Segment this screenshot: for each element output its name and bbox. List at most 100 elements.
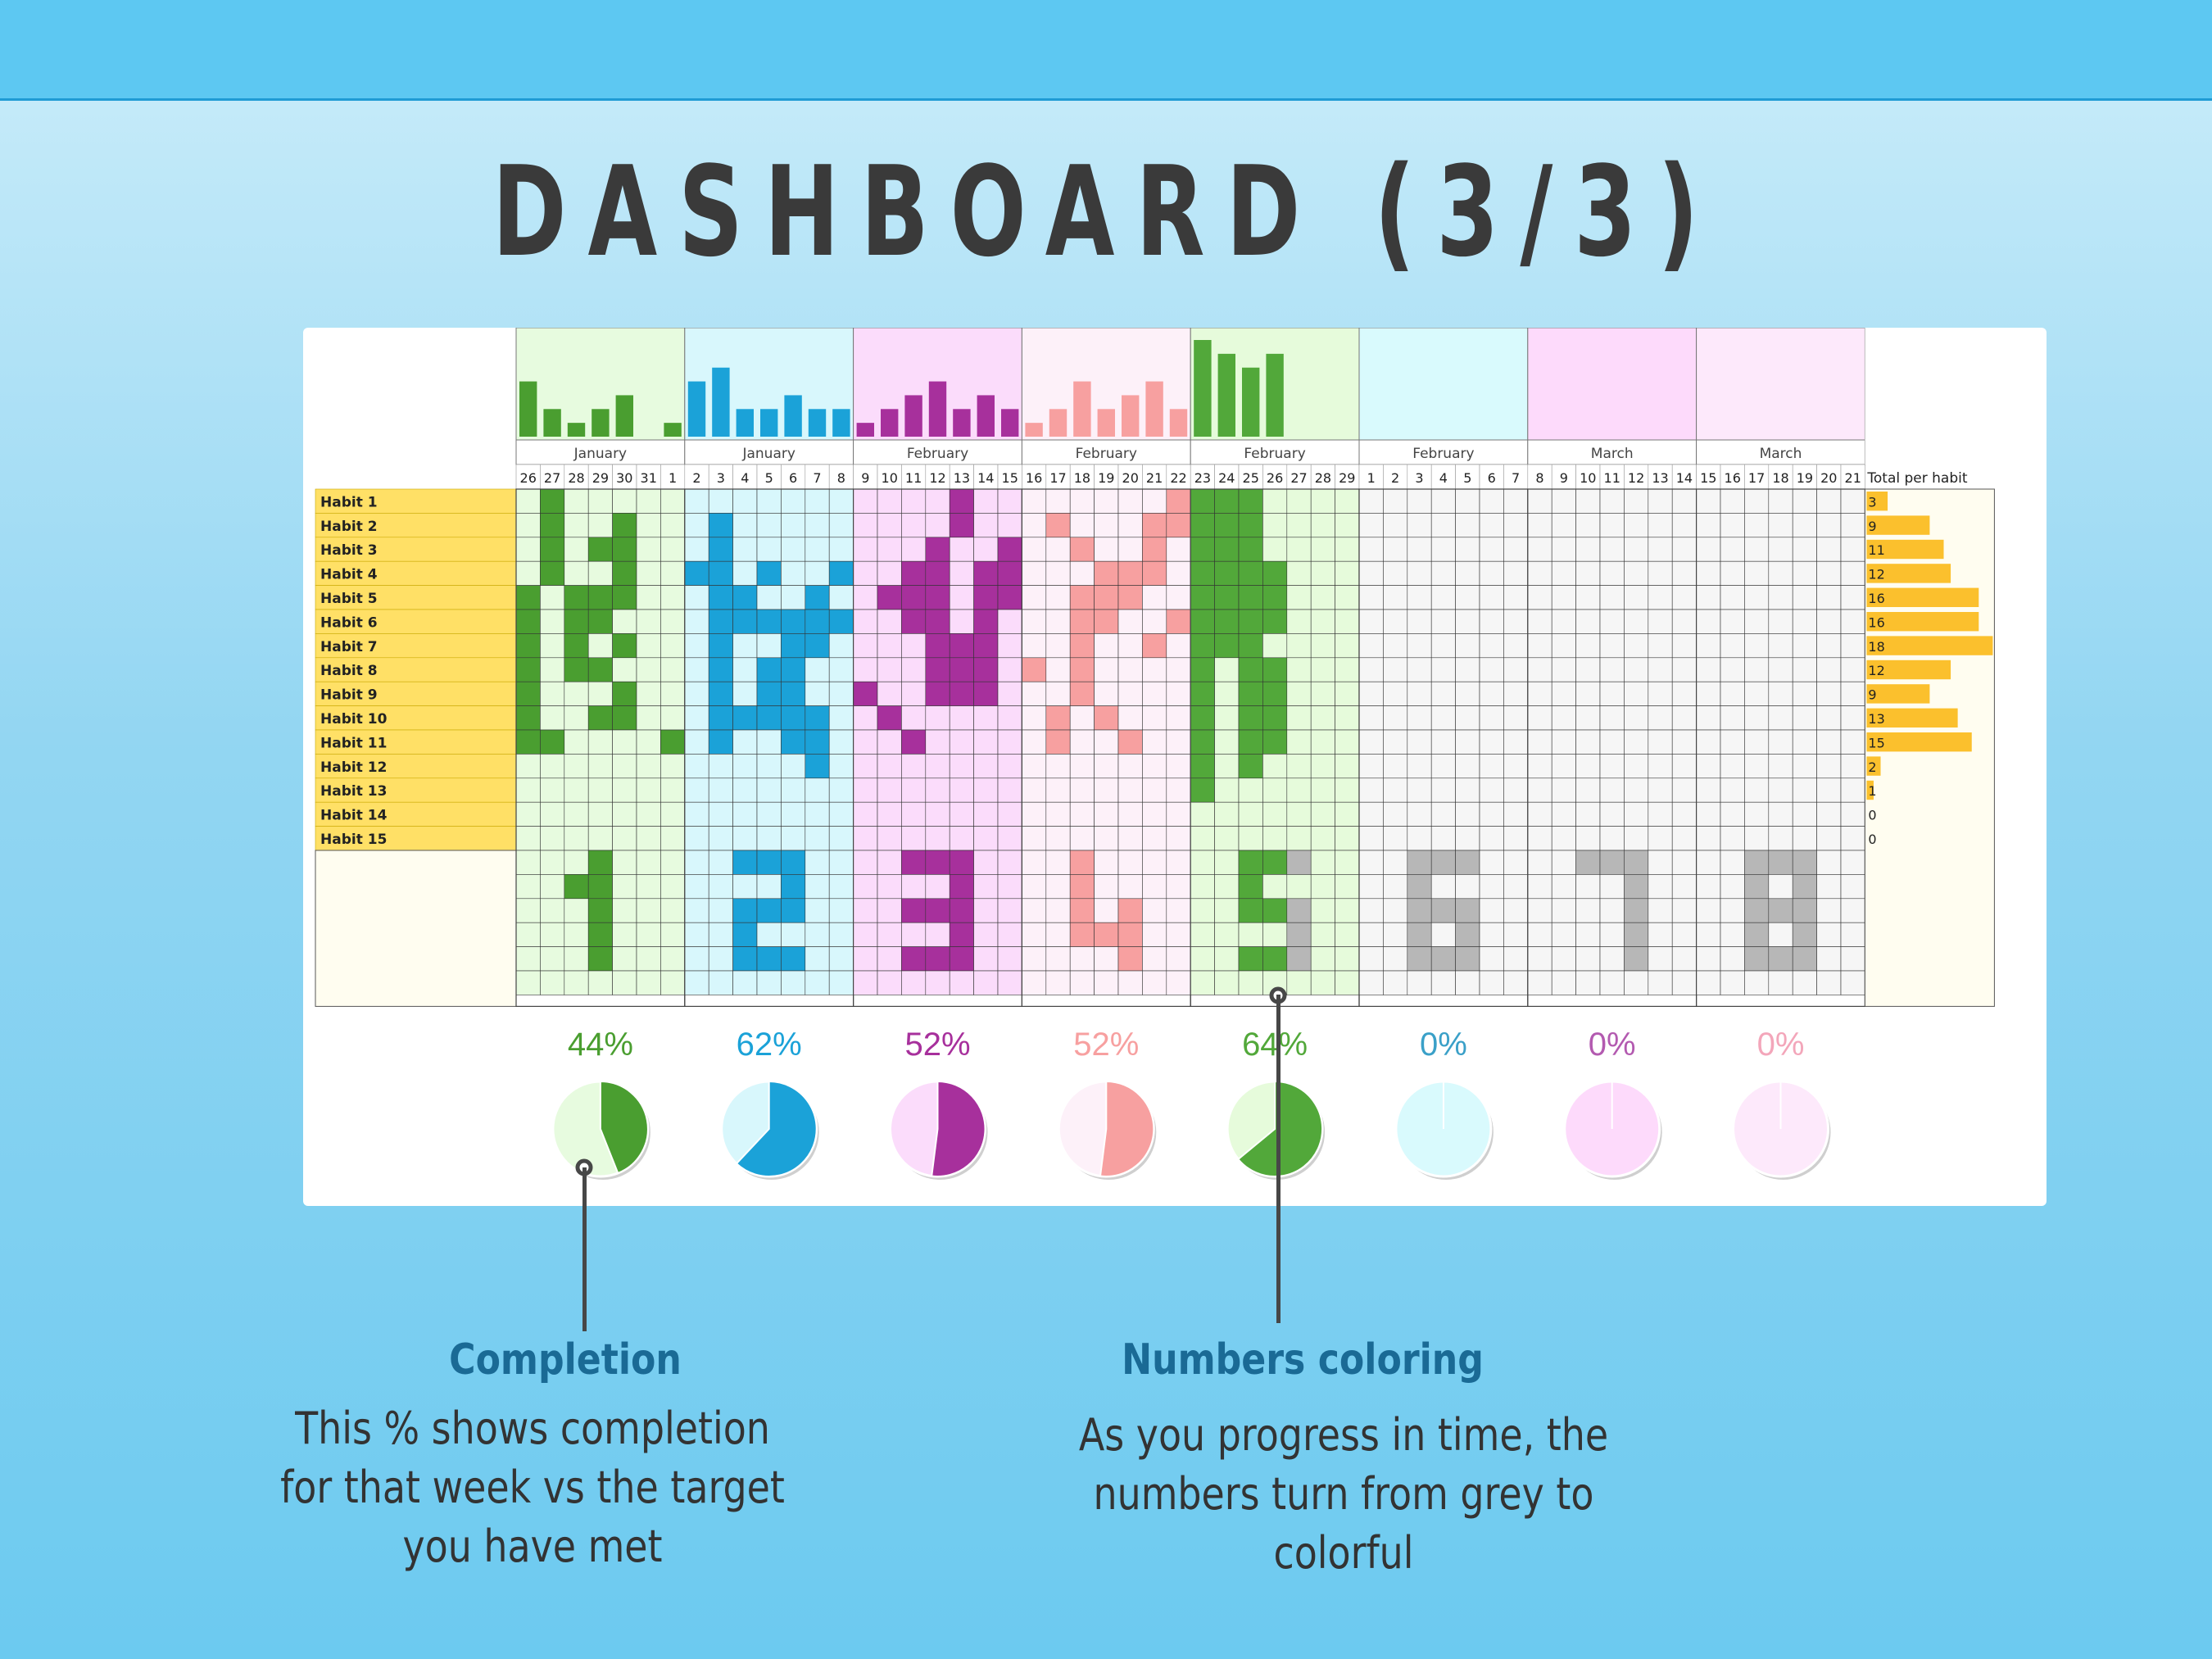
habit-day-cell <box>708 801 733 827</box>
habit-day-cell <box>949 681 974 706</box>
habit-day-cell <box>1286 585 1312 610</box>
number-cell <box>1094 946 1119 972</box>
habit-day-cell <box>1840 513 1865 538</box>
habit-day-cell <box>1045 777 1071 803</box>
number-cell <box>1551 850 1576 875</box>
habit-day-cell <box>1022 801 1047 827</box>
habit-day-cell <box>587 488 613 514</box>
habit-day-cell <box>949 754 974 779</box>
habit-day-cell <box>660 777 686 803</box>
number-cell <box>1648 946 1673 972</box>
habit-day-cell <box>1045 633 1071 659</box>
day-header-cell <box>1335 464 1360 490</box>
habit-day-cell <box>587 560 613 586</box>
habit-day-cell <box>1720 754 1745 779</box>
habit-day-cell <box>732 826 758 851</box>
number-cell <box>853 874 878 900</box>
habit-day-cell <box>1720 633 1745 659</box>
habit-day-cell <box>1190 777 1215 803</box>
habit-day-cell <box>781 777 806 803</box>
habit-day-cell <box>1720 585 1745 610</box>
habit-day-cell <box>1190 513 1215 538</box>
number-cell <box>1022 874 1047 900</box>
habit-label: Habit 3 <box>320 542 378 559</box>
number-cell <box>925 898 950 923</box>
sparkline-bar <box>543 409 561 437</box>
month-label: March <box>1591 446 1634 462</box>
number-cell <box>997 898 1022 923</box>
number-cell <box>1117 946 1143 972</box>
habit-day-cell <box>587 657 613 682</box>
habit-day-cell <box>1238 681 1263 706</box>
habit-day-cell <box>636 801 661 827</box>
numbers-callout-line <box>1276 995 1281 1323</box>
day-label: 5 <box>1463 470 1471 486</box>
number-cell <box>949 922 974 947</box>
habit-day-cell <box>1575 705 1601 731</box>
number-cell <box>660 970 686 995</box>
number-cell <box>805 970 830 995</box>
habit-day-cell <box>1190 585 1215 610</box>
habit-day-cell <box>564 705 589 731</box>
habit-day-cell <box>901 657 927 682</box>
habit-day-cell <box>732 609 758 634</box>
habit-day-cell <box>1214 826 1240 851</box>
habit-day-cell <box>1335 513 1360 538</box>
day-label: 21 <box>1146 470 1163 486</box>
habit-day-cell <box>1575 585 1601 610</box>
day-label: 25 <box>1243 470 1259 486</box>
habit-day-cell <box>1430 657 1456 682</box>
number-cell <box>1768 922 1793 947</box>
habit-day-cell <box>1190 560 1215 586</box>
habit-day-cell <box>781 513 806 538</box>
habit-day-cell <box>1503 705 1529 731</box>
habit-day-cell <box>1117 705 1143 731</box>
habit-day-cell <box>1527 488 1552 514</box>
habit-day-cell <box>1599 657 1625 682</box>
habit-day-cell <box>515 681 541 706</box>
number-cell <box>901 970 927 995</box>
day-label: 18 <box>1772 470 1788 486</box>
habit-day-cell <box>1648 657 1673 682</box>
number-cell <box>1142 874 1167 900</box>
habit-day-cell <box>1479 681 1504 706</box>
habit-day-cell <box>877 513 902 538</box>
habit-day-cell <box>828 560 854 586</box>
habit-day-cell <box>1069 705 1095 731</box>
number-cell <box>925 946 950 972</box>
habit-day-cell <box>1575 754 1601 779</box>
number-cell <box>1575 922 1601 947</box>
number-cell <box>828 946 854 972</box>
habit-day-cell <box>828 705 854 731</box>
habit-day-cell <box>564 826 589 851</box>
habit-day-cell <box>1166 513 1191 538</box>
number-cell <box>1190 922 1215 947</box>
habit-day-cell <box>1310 560 1335 586</box>
habit-day-cell <box>1792 609 1817 634</box>
number-cell <box>1479 850 1504 875</box>
habit-day-cell <box>1117 754 1143 779</box>
habit-day-cell <box>1358 754 1384 779</box>
number-cell <box>781 970 806 995</box>
habit-day-cell <box>828 729 854 755</box>
habit-day-cell <box>925 801 950 827</box>
habit-day-cell <box>515 754 541 779</box>
habit-day-cell <box>1383 705 1408 731</box>
habit-day-cell <box>612 609 637 634</box>
habit-day-cell <box>1383 488 1408 514</box>
habit-day-cell <box>1117 609 1143 634</box>
habit-day-cell <box>1022 681 1047 706</box>
number-cell <box>515 898 541 923</box>
habit-day-cell <box>1310 657 1335 682</box>
number-cell <box>1166 874 1191 900</box>
habit-day-cell <box>781 826 806 851</box>
habit-day-cell <box>660 560 686 586</box>
number-cell <box>1744 946 1770 972</box>
habit-day-cell <box>1190 681 1215 706</box>
habit-day-cell <box>828 657 854 682</box>
habit-day-cell <box>949 777 974 803</box>
habit-day-cell <box>1407 777 1432 803</box>
habit-day-cell <box>1624 826 1649 851</box>
habit-day-cell <box>1407 801 1432 827</box>
habit-day-cell <box>925 585 950 610</box>
